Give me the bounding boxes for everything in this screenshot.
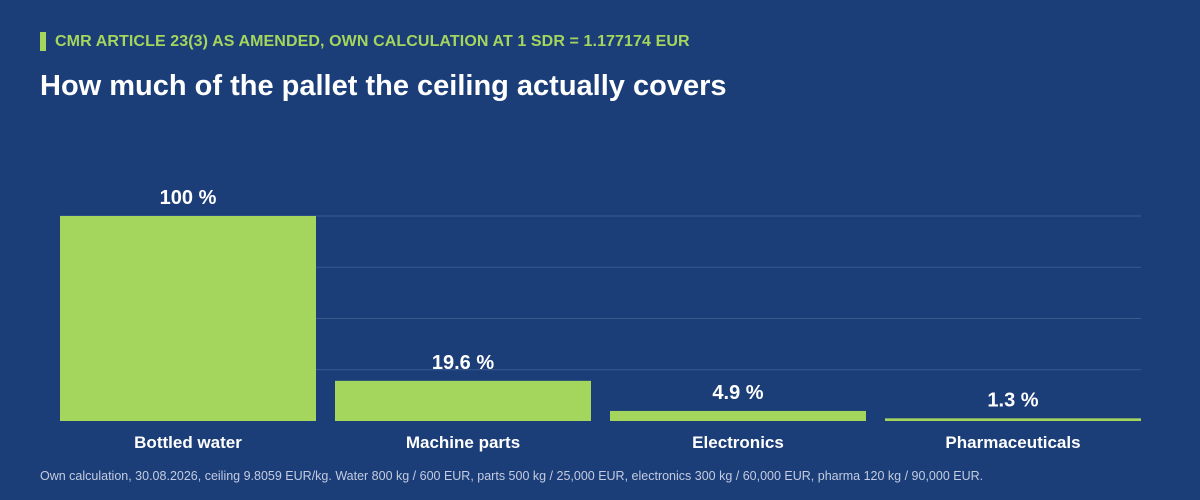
bar-value-label: 4.9 % <box>712 382 763 404</box>
category-label: Bottled water <box>134 433 242 452</box>
bar <box>335 380 591 421</box>
category-label: Machine parts <box>406 433 520 452</box>
category-label: Pharmaceuticals <box>945 433 1080 452</box>
category-label: Electronics <box>692 433 784 452</box>
chart-kicker: CMR ARTICLE 23(3) AS AMENDED, OWN CALCUL… <box>40 32 690 51</box>
bar <box>885 418 1141 421</box>
kicker-text: CMR ARTICLE 23(3) AS AMENDED, OWN CALCUL… <box>55 32 690 50</box>
bar <box>610 410 866 421</box>
bar-value-label: 19.6 % <box>432 352 494 374</box>
bar-value-label: 1.3 % <box>987 389 1038 411</box>
chart-title: How much of the pallet the ceiling actua… <box>40 70 727 102</box>
chart-footnote: Own calculation, 30.08.2026, ceiling 9.8… <box>40 469 984 483</box>
kicker-accent-bar <box>40 32 46 51</box>
bar <box>60 216 316 421</box>
bar-value-label: 100 % <box>160 187 217 209</box>
